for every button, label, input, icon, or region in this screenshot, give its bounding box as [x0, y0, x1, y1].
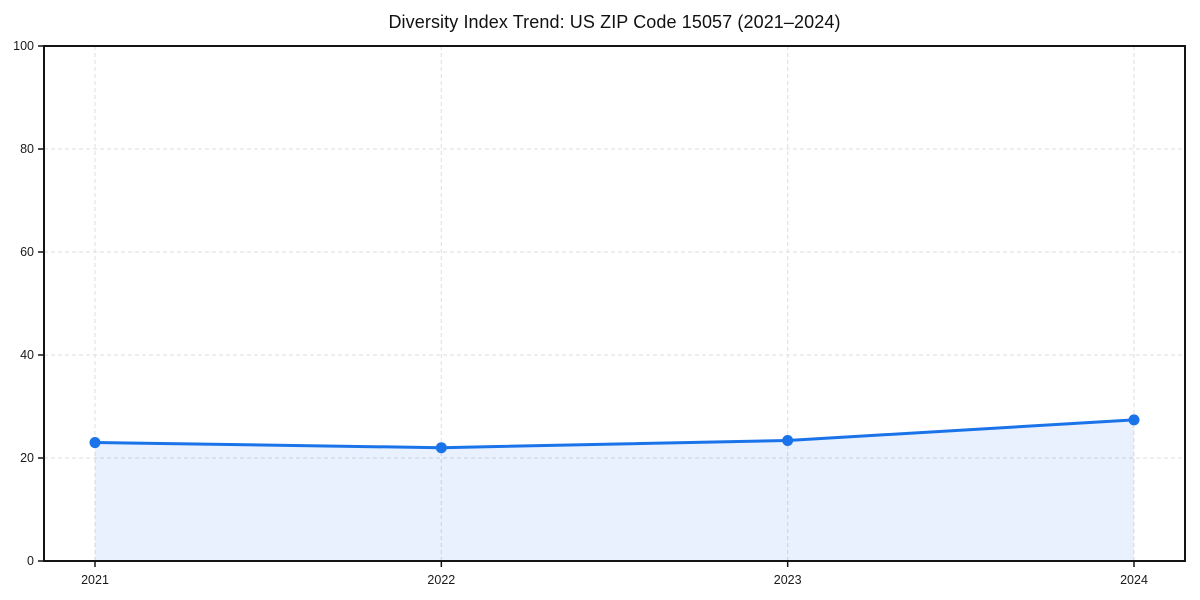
- data-point-2022: [435, 442, 447, 454]
- y-tick-label: 20: [20, 451, 34, 465]
- data-point-2023: [782, 434, 794, 446]
- y-tick-label: 0: [27, 554, 34, 568]
- y-tick-label: 100: [13, 39, 34, 53]
- chart-title: Diversity Index Trend: US ZIP Code 15057…: [388, 12, 841, 32]
- x-tick-label: 2022: [427, 573, 455, 587]
- y-tick-label: 40: [20, 348, 34, 362]
- x-tick-label: 2021: [81, 573, 109, 587]
- data-point-2024: [1128, 414, 1140, 426]
- x-tick-label: 2024: [1120, 573, 1148, 587]
- data-point-2021: [89, 437, 101, 449]
- x-tick-label: 2023: [774, 573, 802, 587]
- y-tick-label: 60: [20, 245, 34, 259]
- y-tick-label: 80: [20, 142, 34, 156]
- plot-border: [43, 45, 1186, 562]
- trend-line: [93, 418, 1136, 450]
- area-fill: [95, 419, 1134, 561]
